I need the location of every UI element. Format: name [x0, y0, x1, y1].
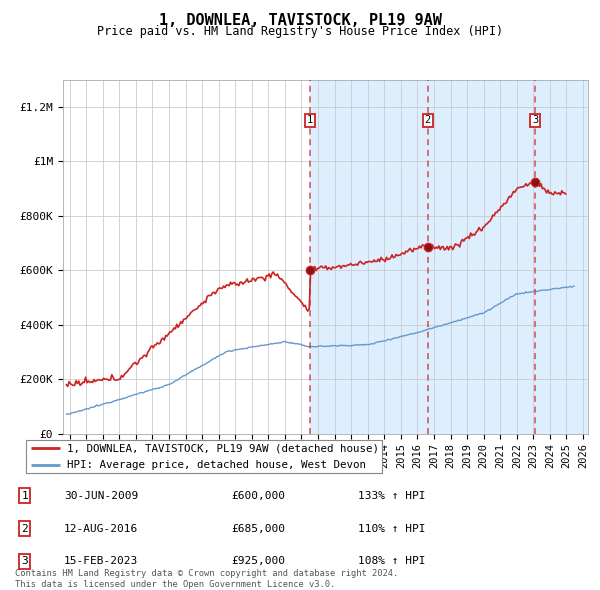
Text: 133% ↑ HPI: 133% ↑ HPI — [358, 491, 425, 501]
Text: 2: 2 — [21, 523, 28, 533]
Bar — [310, 80, 428, 434]
Bar — [535, 80, 588, 434]
Text: 15-FEB-2023: 15-FEB-2023 — [64, 556, 138, 566]
Text: Price paid vs. HM Land Registry's House Price Index (HPI): Price paid vs. HM Land Registry's House … — [97, 25, 503, 38]
Text: 12-AUG-2016: 12-AUG-2016 — [64, 523, 138, 533]
FancyBboxPatch shape — [26, 440, 382, 473]
Bar — [428, 80, 535, 434]
Text: HPI: Average price, detached house, West Devon: HPI: Average price, detached house, West… — [67, 460, 366, 470]
Text: 1: 1 — [21, 491, 28, 501]
Text: 2: 2 — [425, 116, 431, 126]
Text: £600,000: £600,000 — [231, 491, 285, 501]
Text: 110% ↑ HPI: 110% ↑ HPI — [358, 523, 425, 533]
Text: 1: 1 — [307, 116, 313, 126]
Text: 108% ↑ HPI: 108% ↑ HPI — [358, 556, 425, 566]
Text: 3: 3 — [21, 556, 28, 566]
Text: 30-JUN-2009: 30-JUN-2009 — [64, 491, 138, 501]
Text: £685,000: £685,000 — [231, 523, 285, 533]
Text: Contains HM Land Registry data © Crown copyright and database right 2024.
This d: Contains HM Land Registry data © Crown c… — [15, 569, 398, 589]
Text: 1, DOWNLEA, TAVISTOCK, PL19 9AW: 1, DOWNLEA, TAVISTOCK, PL19 9AW — [158, 13, 442, 28]
Text: £925,000: £925,000 — [231, 556, 285, 566]
Text: 1, DOWNLEA, TAVISTOCK, PL19 9AW (detached house): 1, DOWNLEA, TAVISTOCK, PL19 9AW (detache… — [67, 443, 379, 453]
Text: 3: 3 — [532, 116, 538, 126]
